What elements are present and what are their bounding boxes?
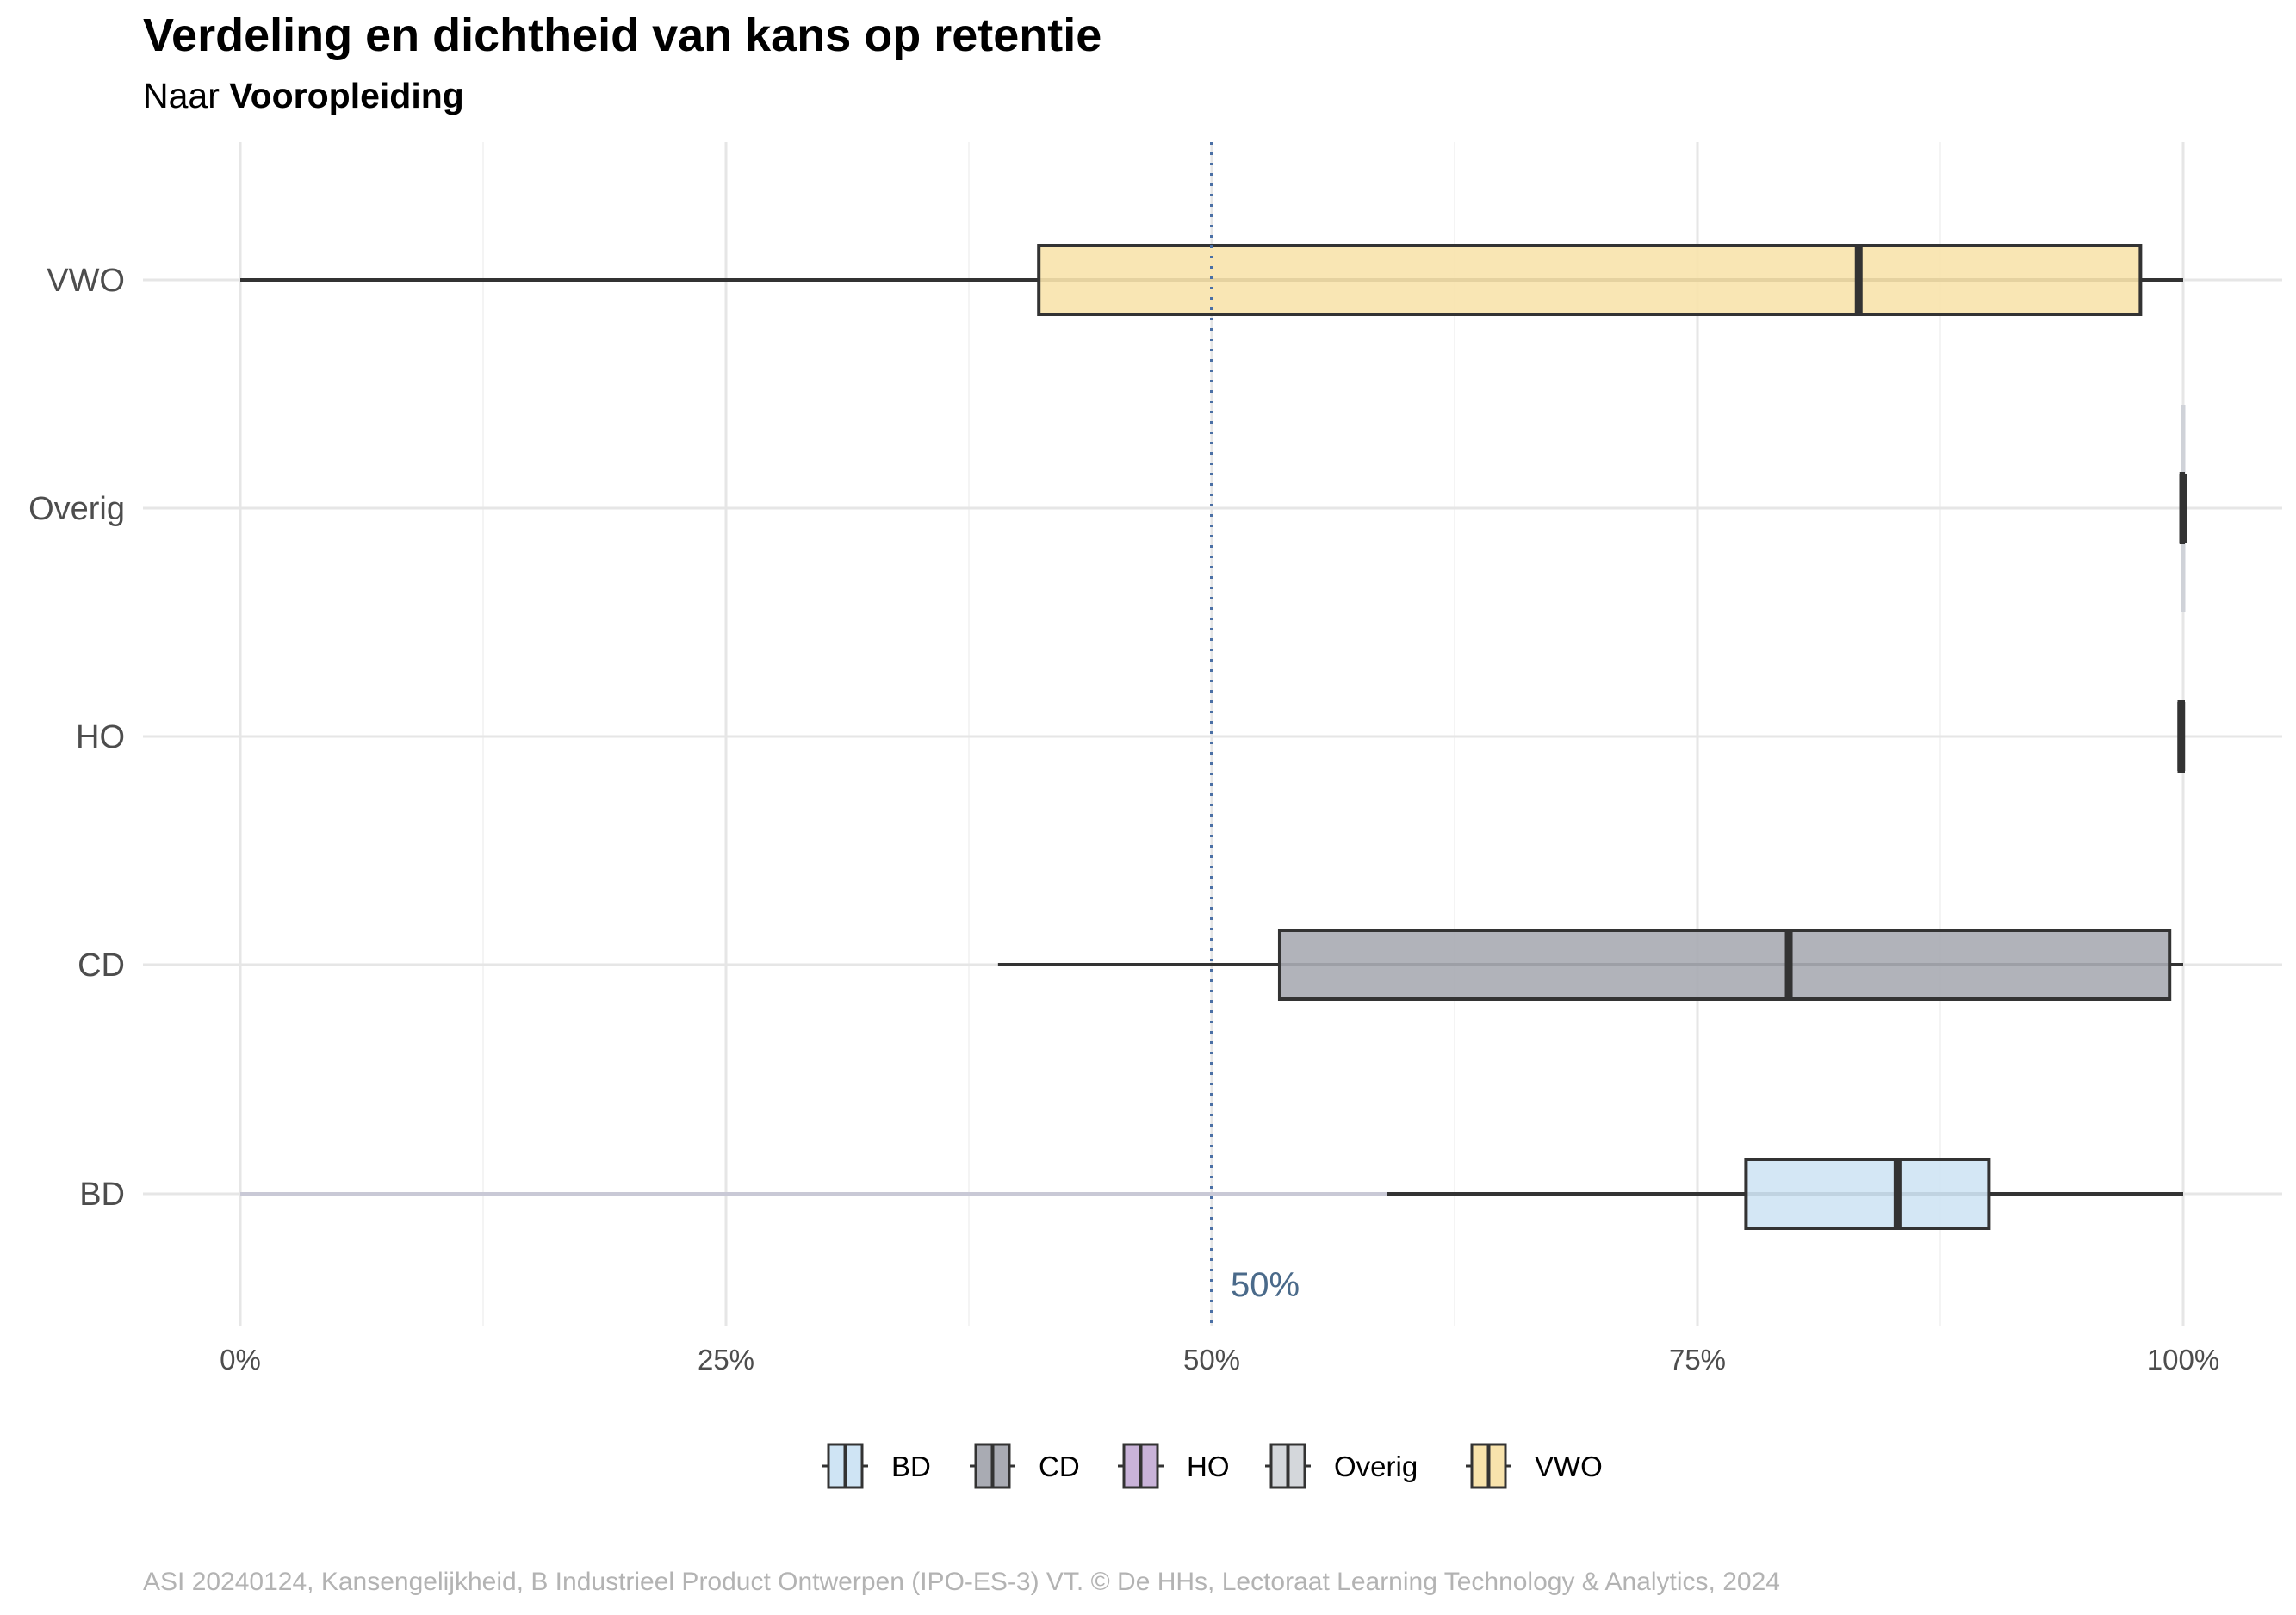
x-tick-label: 75% [1669, 1344, 1726, 1376]
legend-label: Overig [1334, 1450, 1418, 1482]
x-tick-label: 0% [220, 1344, 261, 1376]
x-tick-label: 25% [698, 1344, 754, 1376]
chart-caption: ASI 20240124, Kansengelijkheid, B Indust… [143, 1568, 1780, 1596]
box-vwo [1037, 244, 2143, 316]
x-tick-label: 50% [1183, 1344, 1240, 1376]
legend-label: VWO [1535, 1450, 1603, 1482]
legend-label: CD [1039, 1450, 1080, 1482]
subtitle-bold: Vooropleiding [229, 76, 464, 115]
legend-label: BD [891, 1450, 931, 1482]
legend-label: HO [1187, 1450, 1230, 1482]
chart-title: Verdeling en dichtheid van kans op reten… [143, 9, 1102, 61]
box-bd [1744, 1158, 1991, 1230]
subtitle-prefix: Naar [143, 76, 220, 115]
reference-line-label: 50% [1231, 1266, 1300, 1304]
x-tick-label: 100% [2147, 1344, 2219, 1376]
y-tick-label: HO [76, 719, 125, 755]
y-tick-label: Overig [28, 491, 125, 527]
chart-subtitle: Naar Vooropleiding [143, 76, 464, 116]
y-tick-label: VWO [47, 263, 125, 299]
box-cd [1277, 929, 2172, 1001]
y-tick-label: BD [79, 1177, 125, 1213]
y-tick-label: CD [78, 947, 125, 984]
